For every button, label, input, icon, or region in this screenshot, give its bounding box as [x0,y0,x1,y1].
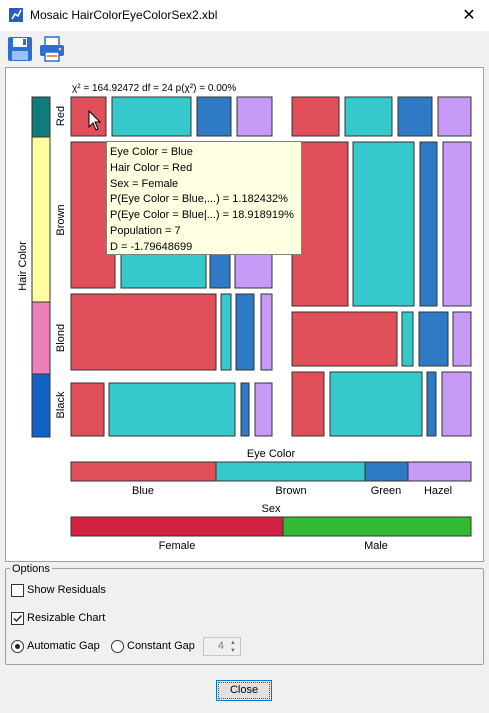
spinner-down-icon[interactable]: ▼ [230,648,236,654]
female-black-brown-tile[interactable] [108,382,236,437]
hair-label-blond: Blond [55,324,67,352]
male-blond-blue-tile[interactable] [291,311,398,367]
eye-label-blue: Blue [132,485,154,497]
female-black-green-tile[interactable] [240,382,250,437]
female-blond-hazel-tile[interactable] [260,293,273,371]
sex-bar-male[interactable] [282,516,472,537]
tooltip-line: D = -1.79648699 [110,240,193,253]
hair-label-brown: Brown [55,204,67,235]
female-blond-green-tile[interactable] [235,293,255,371]
mouse-cursor-icon [88,109,102,131]
hair-label-black: Black [55,391,67,418]
chi-square-stat: χ² = 164.92472 df = 24 p(χ²) = 0.00% [72,83,237,94]
tooltip-line: Population = 7 [110,224,181,237]
male-red-green-tile[interactable] [397,96,433,137]
male-black-blue-tile[interactable] [291,371,325,437]
constant-gap-radio[interactable] [111,640,124,653]
male-red-hazel-tile[interactable] [437,96,472,137]
hair-color-axis-label: Hair Color [17,241,29,291]
tooltip-line: P(Eye Color = Blue|...) = 18.918919% [110,209,294,222]
female-red-green-tile[interactable] [196,96,232,137]
eye-label-green: Green [371,485,402,497]
tooltip-line: Hair Color = Red [110,161,193,174]
male-brown-green-tile[interactable] [419,141,438,307]
constant-gap-label: Constant Gap [127,640,195,652]
tooltip-line: Eye Color = Blue [110,146,193,158]
close-button[interactable]: Close [216,680,272,701]
male-brown-brown-tile[interactable] [352,141,415,307]
options-group [5,568,484,665]
eye-bar-blue[interactable] [70,461,217,482]
female-red-hazel-tile[interactable] [236,96,273,137]
eye-label-hazel: Hazel [424,485,452,497]
hair-label-red: Red [55,106,67,126]
eye-bar-hazel[interactable] [407,461,472,482]
show-residuals-label: Show Residuals [27,584,106,596]
close-window-button[interactable]: ✕ [462,7,476,24]
tooltip-line: P(Eye Color = Blue,...) = 1.182432% [110,193,288,206]
male-brown-hazel-tile[interactable] [442,141,472,307]
eye-label-brown: Brown [275,485,306,497]
female-black-blue-tile[interactable] [70,382,105,437]
save-icon[interactable] [5,34,35,64]
title-bar: Mosaic HairColorEyeColorSex2.xbl ✕ [0,0,489,31]
male-blond-green-tile[interactable] [418,311,449,367]
sex-axis-label: Sex [262,503,281,515]
hair-bar-brown[interactable] [31,136,51,303]
print-icon[interactable] [37,34,67,64]
radio-selected-icon [15,644,20,649]
male-black-hazel-tile[interactable] [441,371,472,437]
spinner-up-icon[interactable]: ▲ [230,640,236,646]
automatic-gap-label: Automatic Gap [27,640,100,652]
sex-label-male: Male [364,540,388,552]
eye-bar-green[interactable] [364,461,409,482]
gap-value: 4 [217,640,224,652]
resizable-chart-label: Resizable Chart [27,612,106,624]
sex-label-female: Female [159,540,196,552]
window-title: Mosaic HairColorEyeColorSex2.xbl [30,8,218,22]
eye-bar-brown[interactable] [215,461,366,482]
male-blond-hazel-tile[interactable] [452,311,472,367]
female-blond-brown-tile[interactable] [220,293,232,371]
male-red-brown-tile[interactable] [344,96,393,137]
check-icon [13,615,23,623]
show-residuals-checkbox[interactable] [11,584,24,597]
female-black-hazel-tile[interactable] [254,382,273,437]
male-red-blue-tile[interactable] [291,96,340,137]
app-icon [9,8,23,22]
male-black-green-tile[interactable] [426,371,437,437]
tooltip-line: Sex = Female [110,177,179,190]
male-black-brown-tile[interactable] [329,371,423,437]
toolbar [0,31,489,67]
sex-bar-female[interactable] [70,516,284,537]
female-red-brown-tile[interactable] [111,96,192,137]
eye-color-axis-label: Eye Color [247,448,296,460]
resizable-chart-checkbox[interactable] [11,612,24,625]
male-blond-brown-tile[interactable] [401,311,414,367]
hair-bar-black[interactable] [31,373,51,438]
automatic-gap-radio[interactable] [11,640,24,653]
gap-spinner[interactable]: 4 ▲ ▼ [203,637,241,656]
hair-bar-red[interactable] [31,96,51,138]
female-blond-blue-tile[interactable] [70,293,217,371]
hair-bar-blond[interactable] [31,301,51,375]
tooltip: Eye Color = Blue Hair Color = Red Sex = … [106,141,302,255]
options-legend: Options [10,563,52,575]
